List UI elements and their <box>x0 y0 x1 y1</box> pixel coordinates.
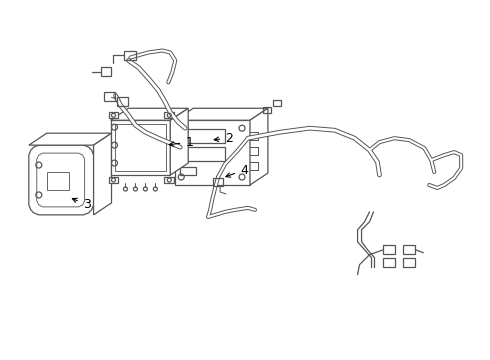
Polygon shape <box>250 108 268 185</box>
Bar <box>384 258 395 267</box>
Text: 2: 2 <box>214 132 233 145</box>
Bar <box>403 245 416 254</box>
Polygon shape <box>108 112 119 118</box>
Text: 4: 4 <box>226 163 248 177</box>
Polygon shape <box>175 120 250 185</box>
Bar <box>403 258 416 267</box>
Polygon shape <box>111 108 188 120</box>
Polygon shape <box>94 133 112 215</box>
Polygon shape <box>111 120 171 175</box>
Polygon shape <box>37 153 85 207</box>
Bar <box>100 67 111 76</box>
Bar <box>180 167 196 175</box>
Bar <box>273 100 281 106</box>
Bar <box>187 129 225 143</box>
Polygon shape <box>171 108 188 175</box>
Bar <box>384 245 395 254</box>
Bar <box>103 92 115 101</box>
Bar <box>47 172 69 190</box>
Text: 1: 1 <box>170 136 193 149</box>
Polygon shape <box>164 112 174 118</box>
Bar <box>124 50 136 60</box>
Polygon shape <box>108 177 119 183</box>
Bar <box>115 124 166 171</box>
Polygon shape <box>164 177 174 183</box>
Text: 3: 3 <box>73 198 91 211</box>
Bar <box>263 107 271 113</box>
Bar <box>187 147 225 161</box>
Polygon shape <box>29 145 94 215</box>
Polygon shape <box>29 133 112 145</box>
Bar <box>213 178 223 186</box>
Bar <box>118 97 128 106</box>
Polygon shape <box>175 108 268 120</box>
